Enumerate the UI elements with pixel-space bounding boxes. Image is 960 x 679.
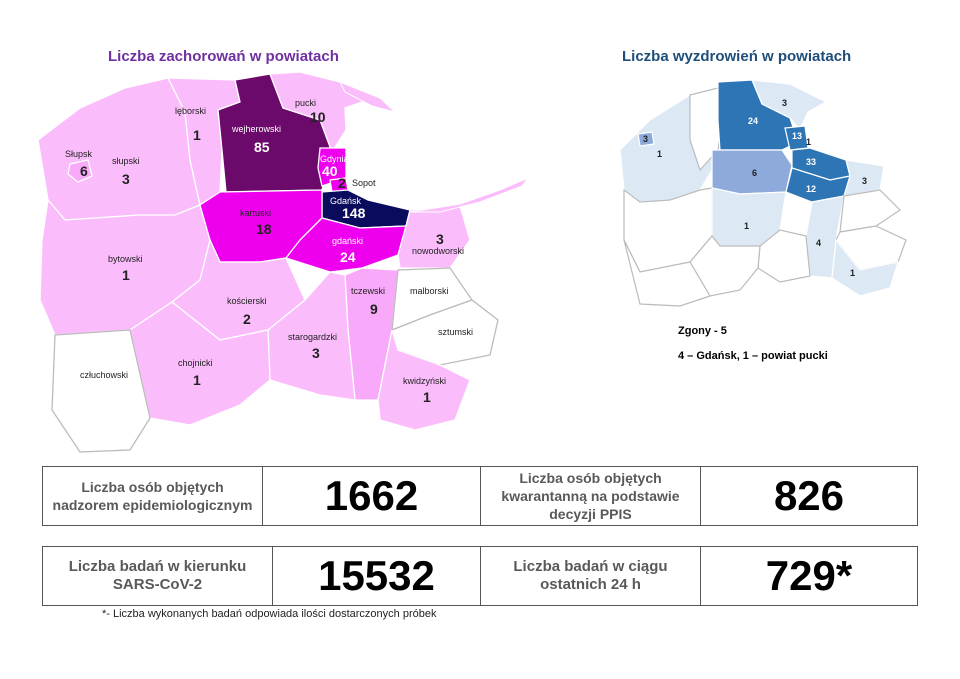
stats-row-tests: Liczba badań w kierunku SARS-CoV-2 15532… (42, 546, 918, 606)
label-czluchowski: człuchowski (80, 370, 128, 380)
label-chojnicki: chojnicki (178, 358, 213, 368)
region-pucki (269, 71, 370, 154)
r-value-pucki: 3 (782, 98, 787, 108)
value-gdynia: 40 (322, 163, 338, 179)
value-kartuski: 18 (256, 221, 272, 237)
value-nowodworski: 3 (436, 231, 444, 247)
value-sopot: 2 (338, 175, 346, 191)
tests-label: Liczba badań w kierunku SARS-CoV-2 (43, 547, 273, 605)
value-bytowski: 1 (122, 267, 130, 283)
r-value-gdansk: 33 (806, 157, 816, 167)
value-gdansk: 148 (342, 205, 366, 221)
label-starogardzki: starogardzki (288, 332, 337, 342)
r-region-kwidzynski (831, 238, 899, 297)
label-gdynia: Gdynia (320, 154, 349, 164)
recoveries-map: 3 1 24 3 13 1 33 6 12 3 1 4 1 (619, 79, 907, 307)
region-kwidzynski (377, 329, 471, 431)
label-kwidzynski: kwidzyński (403, 376, 446, 386)
tests-value: 15532 (273, 547, 481, 605)
quarantine-label: Liczba osób objętych kwarantanną na pods… (481, 467, 701, 525)
value-gdanski: 24 (340, 249, 356, 265)
deaths-total: Zgony - 5 (678, 325, 727, 337)
label-gdansk: Gdańsk (330, 196, 362, 206)
tests24-value: 729* (765, 552, 853, 599)
r-value-sopot: 1 (806, 137, 811, 147)
quarantine-value: 826 (773, 472, 845, 519)
cases-map: lęborski wejherowski pucki Słupsk słupsk… (37, 71, 530, 453)
region-slupsk (67, 159, 93, 183)
r-region-slupsk (637, 131, 655, 147)
supervision-value: 1662 (263, 467, 481, 525)
label-pucki: pucki (295, 98, 316, 108)
region-nowodworski (397, 205, 471, 269)
r-value-nowodworski: 3 (862, 176, 867, 186)
value-slupski: 3 (122, 171, 130, 187)
r-value-gdanski: 12 (806, 184, 816, 194)
r-value-gdynia: 13 (792, 131, 802, 141)
label-tczewski: tczewski (351, 286, 385, 296)
label-gdanski: gdański (332, 236, 363, 246)
supervision-label: Liczba osób objętych nadzorem epidemiolo… (43, 467, 263, 525)
value-slupsk: 6 (80, 163, 88, 179)
value-chojnicki: 1 (193, 372, 201, 388)
value-starogardzki: 3 (312, 345, 320, 361)
tests24-label: Liczba badań w ciągu ostatnich 24 h (481, 547, 701, 605)
label-malborski: malborski (410, 286, 449, 296)
deaths-detail: 4 – Gdańsk, 1 – powiat pucki (678, 350, 828, 362)
right-map-title: Liczba wyzdrowień w powiatach (622, 48, 852, 65)
r-value-tczewski: 4 (816, 238, 821, 248)
label-bytowski: bytowski (108, 254, 143, 264)
value-koscierski: 2 (243, 311, 251, 327)
label-leborski: lęborski (175, 106, 206, 116)
label-sztumski: sztumski (438, 327, 473, 337)
region-chojnicki (129, 301, 271, 426)
value-kwidzynski: 1 (423, 389, 431, 405)
r-region-chojnicki (689, 235, 761, 297)
region-starogardzki (267, 271, 356, 401)
r-value-kartuski: 6 (752, 168, 757, 178)
label-koscierski: kościerski (227, 296, 267, 306)
footnote: *- Liczba wykonanych badań odpowiada ilo… (102, 608, 437, 620)
r-region-malborski (839, 189, 901, 233)
r-value-slupski: 1 (657, 149, 662, 159)
r-value-koscierski: 1 (744, 221, 749, 231)
region-czluchowski (51, 329, 151, 453)
label-sopot: Sopot (352, 178, 376, 188)
r-region-pucki (751, 79, 828, 132)
label-slupsk: Słupsk (65, 149, 93, 159)
value-leborski: 1 (193, 127, 201, 143)
label-kartuski: kartuski (240, 208, 271, 218)
value-pucki: 10 (310, 109, 326, 125)
label-wejherowski: wejherowski (231, 124, 281, 134)
value-wejherowski: 85 (254, 139, 270, 155)
r-value-slupsk: 3 (643, 134, 648, 144)
hel-peninsula (338, 81, 396, 113)
stats-row-surveillance: Liczba osób objętych nadzorem epidemiolo… (42, 466, 918, 526)
label-nowodworski: nowodworski (412, 246, 464, 256)
vistula-spit (409, 176, 530, 213)
left-map-title: Liczba zachorowań w powiatach (108, 48, 339, 65)
label-slupski: słupski (112, 156, 140, 166)
value-tczewski: 9 (370, 301, 378, 317)
r-region-czluchowski (623, 239, 711, 307)
r-value-kwidzynski: 1 (850, 268, 855, 278)
r-value-wejherowski: 24 (748, 116, 758, 126)
